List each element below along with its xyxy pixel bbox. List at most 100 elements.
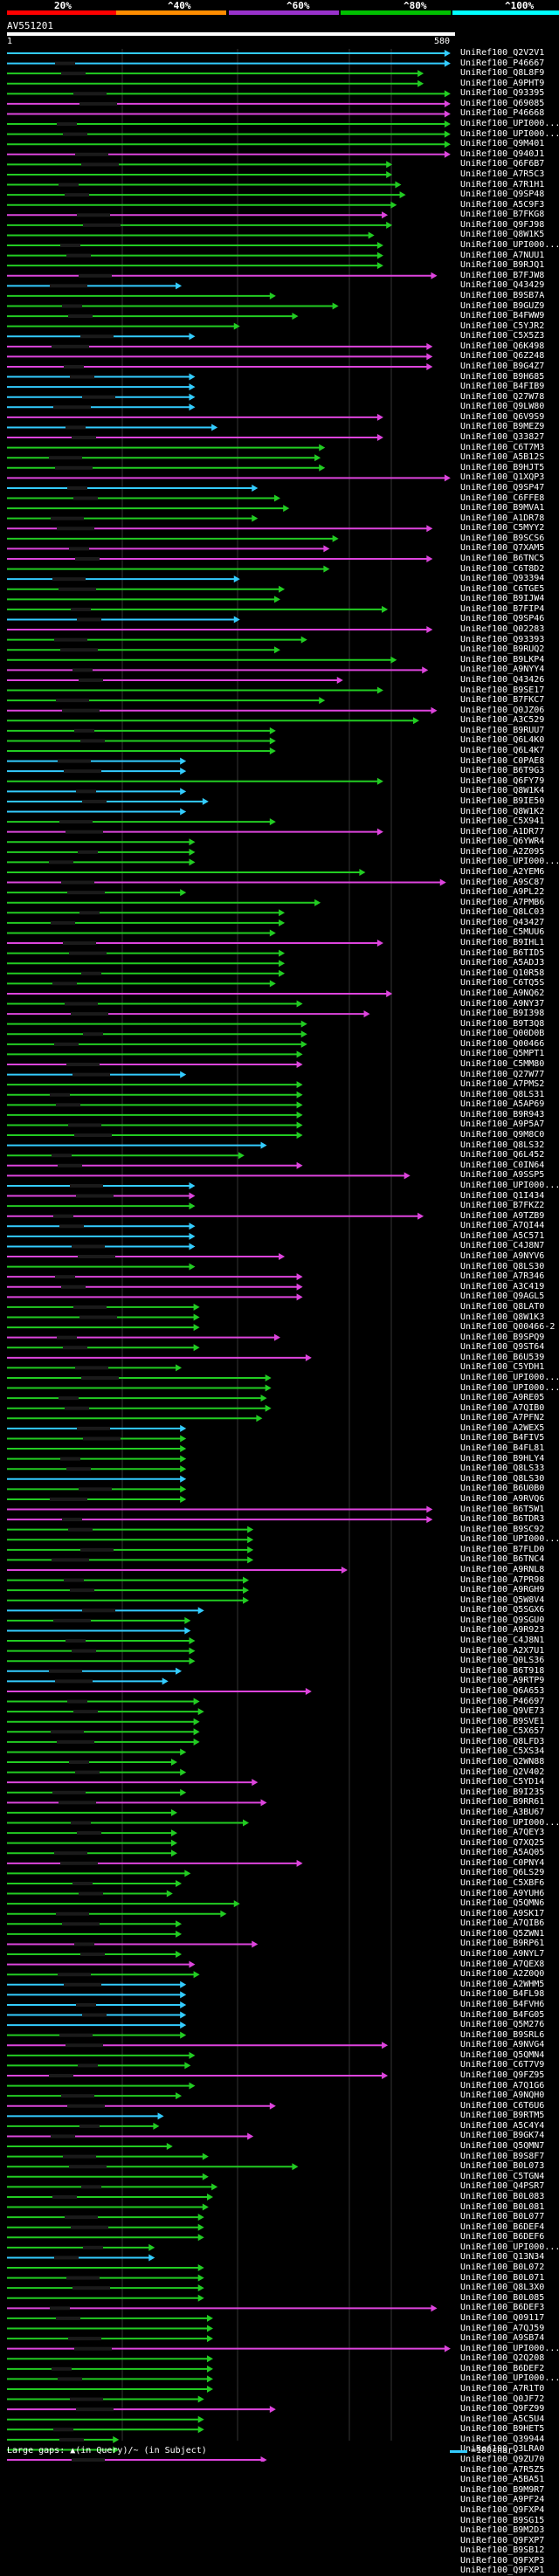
hit-label[interactable]: UniRef100_UPI000... bbox=[460, 1180, 559, 1190]
hit-row[interactable] bbox=[7, 2355, 213, 2363]
hit-row[interactable] bbox=[7, 1232, 196, 1240]
hit-row[interactable] bbox=[7, 575, 240, 583]
hit-row[interactable] bbox=[7, 1728, 200, 1736]
hit-row[interactable] bbox=[7, 2082, 196, 2090]
hit-row[interactable] bbox=[7, 221, 393, 229]
hit-label[interactable]: UniRef100_A9RGH9 bbox=[460, 1585, 545, 1595]
hit-row[interactable] bbox=[7, 1607, 204, 1615]
hit-label[interactable]: UniRef100_A9NY37 bbox=[460, 998, 545, 1009]
hit-row[interactable] bbox=[7, 242, 383, 250]
hit-row[interactable] bbox=[7, 2011, 187, 2019]
hit-row[interactable] bbox=[7, 2183, 218, 2191]
hit-label[interactable]: UniRef100_B6TID5 bbox=[460, 947, 545, 958]
hit-row[interactable] bbox=[7, 59, 451, 67]
hit-row[interactable] bbox=[7, 1465, 187, 1473]
hit-label[interactable]: UniRef100_Q8W1K3 bbox=[460, 1312, 545, 1322]
hit-row[interactable] bbox=[7, 2435, 120, 2443]
hit-label[interactable]: UniRef100_B9SPQ9 bbox=[460, 1332, 545, 1342]
hit-label[interactable]: UniRef100_Q6K498 bbox=[460, 341, 545, 351]
hit-row[interactable] bbox=[7, 929, 276, 937]
hit-row[interactable] bbox=[7, 697, 326, 705]
hit-label[interactable]: UniRef100_Q43429 bbox=[460, 280, 545, 291]
hit-label[interactable]: UniRef100_Q9VE73 bbox=[460, 1706, 545, 1717]
hit-label[interactable]: UniRef100_A9TZB9 bbox=[460, 1210, 545, 1221]
hit-label[interactable]: UniRef100_C5XS34 bbox=[460, 1746, 545, 1757]
hit-label[interactable]: UniRef100_UPI000... bbox=[460, 240, 559, 251]
hit-row[interactable] bbox=[7, 747, 276, 755]
hit-label[interactable]: UniRef100_Q1I434 bbox=[460, 1190, 545, 1201]
hit-row[interactable] bbox=[7, 1141, 267, 1149]
hit-row[interactable] bbox=[7, 2112, 164, 2120]
hit-label[interactable]: UniRef100_C5X5Z3 bbox=[460, 331, 545, 341]
hit-label[interactable]: UniRef100_Q6YWR4 bbox=[460, 837, 545, 847]
hit-label[interactable]: UniRef100_Q09117 bbox=[460, 2312, 545, 2323]
hit-label[interactable]: UniRef100_C4J8N7 bbox=[460, 1241, 545, 1251]
hit-row[interactable] bbox=[7, 2072, 389, 2079]
hit-label[interactable]: UniRef100_A9PF24 bbox=[460, 2495, 545, 2505]
hit-label[interactable]: UniRef100_A5AQ05 bbox=[460, 1848, 545, 1858]
hit-label[interactable]: UniRef100_B9G4Z7 bbox=[460, 361, 545, 371]
hit-label[interactable]: UniRef100_Q2WN88 bbox=[460, 1757, 545, 1767]
hit-label[interactable]: UniRef100_Q27W77 bbox=[460, 1069, 545, 1079]
hit-label[interactable]: UniRef100_Q8W1K4 bbox=[460, 786, 545, 796]
hit-row[interactable] bbox=[7, 1627, 191, 1635]
hit-row[interactable] bbox=[7, 808, 187, 816]
hit-label[interactable]: UniRef100_Q8LS30 bbox=[460, 1261, 545, 1271]
hit-label[interactable]: UniRef100_B9SB12 bbox=[460, 2545, 545, 2556]
hit-label[interactable]: UniRef100_Q9FJ98 bbox=[460, 219, 545, 230]
hit-row[interactable] bbox=[7, 858, 196, 866]
hit-label[interactable]: UniRef100_C5TGN4 bbox=[460, 2171, 545, 2181]
hit-label[interactable]: UniRef100_B9R943 bbox=[460, 1109, 545, 1119]
hit-row[interactable] bbox=[7, 1424, 187, 1432]
hit-row[interactable] bbox=[7, 1415, 263, 1422]
hit-label[interactable]: UniRef100_Q6V9S9 bbox=[460, 411, 545, 422]
hit-row[interactable] bbox=[7, 1890, 173, 1898]
hit-row[interactable] bbox=[7, 322, 240, 330]
hit-label[interactable]: UniRef100_P46668 bbox=[460, 108, 545, 119]
hit-row[interactable] bbox=[7, 2022, 187, 2029]
hit-label[interactable]: UniRef100_B6T5W1 bbox=[460, 1504, 545, 1514]
hit-label[interactable]: UniRef100_B0L072 bbox=[460, 2263, 545, 2273]
hit-row[interactable] bbox=[7, 474, 451, 482]
hit-row[interactable] bbox=[7, 2152, 209, 2160]
hit-label[interactable]: UniRef100_B6TNC5 bbox=[460, 554, 545, 563]
hit-label[interactable]: UniRef100_Q6LS29 bbox=[460, 1868, 545, 1878]
hit-label[interactable]: UniRef100_Q5QMN4 bbox=[460, 2049, 545, 2060]
hit-label[interactable]: UniRef100_B7FJW8 bbox=[460, 270, 545, 280]
hit-row[interactable] bbox=[7, 251, 383, 259]
hit-label[interactable]: UniRef100_Q33827 bbox=[460, 432, 545, 443]
hit-row[interactable] bbox=[7, 2274, 204, 2282]
hit-row[interactable] bbox=[7, 1677, 169, 1685]
hit-row[interactable] bbox=[7, 1243, 196, 1250]
hit-row[interactable] bbox=[7, 666, 429, 674]
hit-label[interactable]: UniRef100_UPI000... bbox=[460, 1382, 559, 1393]
hit-label[interactable]: UniRef100_Q9FZ99 bbox=[460, 2404, 545, 2414]
hit-label[interactable]: UniRef100_B7FKC7 bbox=[460, 695, 545, 706]
hit-label[interactable]: UniRef100_A7PMB6 bbox=[460, 897, 545, 907]
hit-row[interactable] bbox=[7, 1101, 303, 1109]
hit-label[interactable]: UniRef100_B0L077 bbox=[460, 2212, 545, 2222]
hit-row[interactable] bbox=[7, 1253, 286, 1261]
hit-label[interactable]: UniRef100_A7R1T0 bbox=[460, 2383, 545, 2393]
hit-label[interactable]: UniRef100_Q6L4K7 bbox=[460, 746, 545, 756]
hit-label[interactable]: UniRef100_C4J8N1 bbox=[460, 1636, 545, 1646]
hit-label[interactable]: UniRef100_A7PFN2 bbox=[460, 1413, 545, 1423]
hit-label[interactable]: UniRef100_Q7XAM5 bbox=[460, 543, 545, 554]
hit-row[interactable] bbox=[7, 2345, 451, 2352]
hit-label[interactable]: UniRef100_Q4PSR7 bbox=[460, 2181, 545, 2192]
hit-label[interactable]: UniRef100_B9HET5 bbox=[460, 2424, 545, 2435]
hit-label[interactable]: UniRef100_Q9FXP7 bbox=[460, 2535, 545, 2545]
hit-row[interactable] bbox=[7, 1516, 433, 1524]
hit-row[interactable] bbox=[7, 2031, 187, 2039]
hit-label[interactable]: UniRef100_Q00D0B bbox=[460, 1029, 545, 1039]
hit-label[interactable]: UniRef100_B4FL98 bbox=[460, 1989, 545, 2000]
hit-label[interactable]: UniRef100_UPI000... bbox=[460, 1534, 559, 1545]
hit-label[interactable]: UniRef100_Q6A653 bbox=[460, 1685, 545, 1696]
hit-row[interactable] bbox=[7, 909, 286, 917]
hit-row[interactable] bbox=[7, 1829, 177, 1837]
hit-label[interactable]: UniRef100_B9HLY4 bbox=[460, 1453, 545, 1464]
hit-row[interactable] bbox=[7, 353, 433, 361]
hit-label[interactable]: UniRef100_A7QI44 bbox=[460, 1221, 545, 1231]
hit-label[interactable]: UniRef100_C5YJR2 bbox=[460, 320, 545, 331]
hit-label[interactable]: UniRef100_B6U0B0 bbox=[460, 1484, 545, 1494]
